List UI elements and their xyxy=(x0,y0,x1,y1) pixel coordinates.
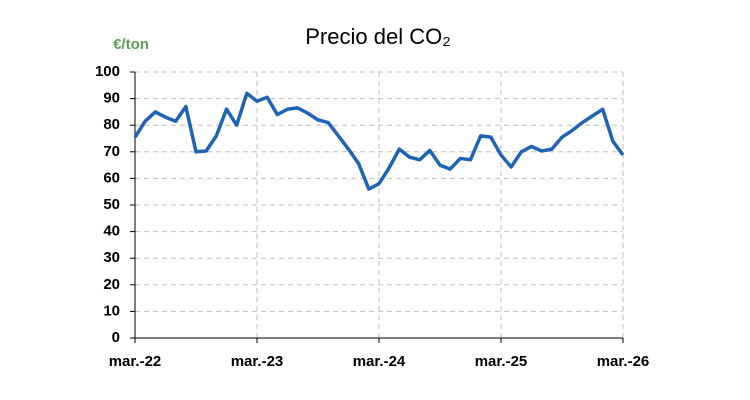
y-tick-label: 100 xyxy=(95,63,120,80)
y-tick-label: 80 xyxy=(103,116,120,133)
x-tick-label: mar.-24 xyxy=(353,353,406,370)
y-tick-label: 10 xyxy=(103,302,120,319)
y-tick-label: 70 xyxy=(103,143,120,160)
x-tick-label: mar.-26 xyxy=(597,353,650,370)
x-tick-label: mar.-22 xyxy=(109,353,162,370)
y-axis-unit: €/ton xyxy=(113,36,149,53)
x-tick-label: mar.-25 xyxy=(475,353,528,370)
y-tick-label: 20 xyxy=(103,276,120,293)
y-tick-label: 30 xyxy=(103,249,120,266)
chart-title: Precio del CO₂ xyxy=(305,24,450,49)
price-line xyxy=(133,91,625,191)
y-tick-label: 90 xyxy=(103,90,120,107)
y-tick-label: 0 xyxy=(112,329,120,346)
y-tick-label: 50 xyxy=(103,196,120,213)
y-tick-label: 60 xyxy=(103,169,120,186)
x-tick-label: mar.-23 xyxy=(231,353,284,370)
y-tick-label: 40 xyxy=(103,223,120,240)
